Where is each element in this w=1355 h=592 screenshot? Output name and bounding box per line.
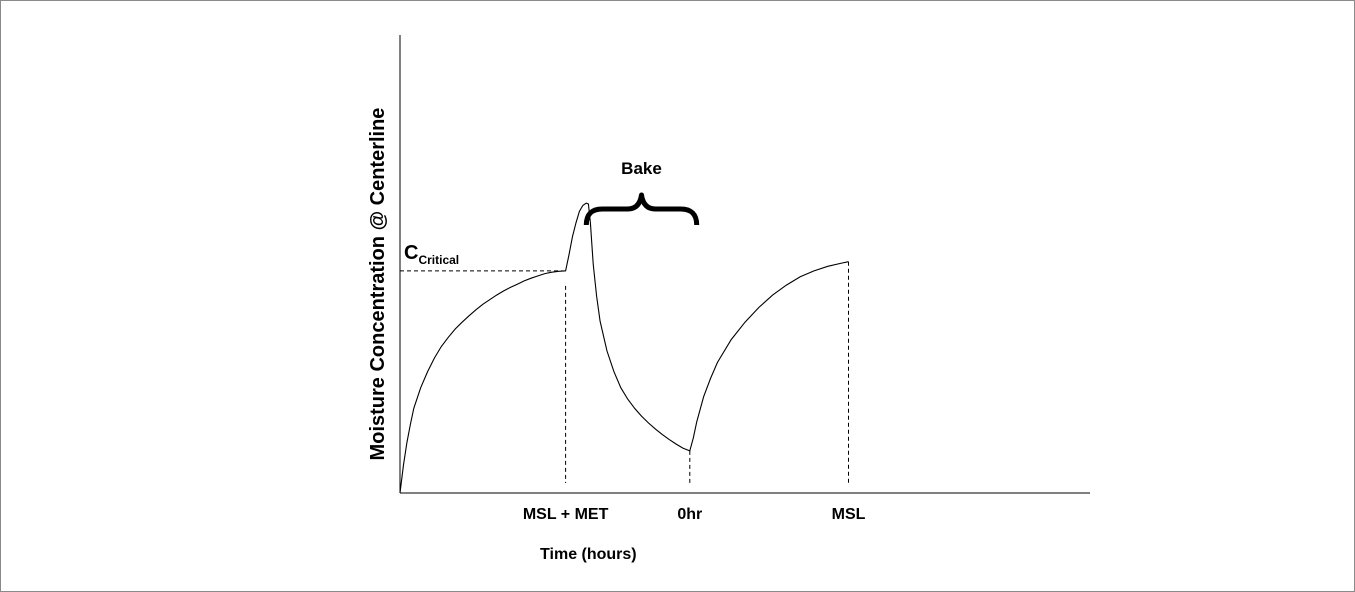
critical-label-subscript: Critical <box>418 253 459 267</box>
x-tick-labels: MSL + MET 0hr MSL <box>523 506 866 523</box>
critical-label: CCritical <box>404 242 459 267</box>
critical-label-main: C <box>404 242 418 264</box>
x-tick-label: MSL <box>832 506 866 523</box>
x-axis-label: Time (hours) <box>540 546 637 563</box>
bake-brace <box>583 192 700 226</box>
x-tick-label: MSL + MET <box>523 506 609 523</box>
bake-label: Bake <box>621 159 662 178</box>
drop-lines <box>565 261 849 483</box>
y-axis-label: Moisture Concentration @ Centerline <box>367 108 389 461</box>
x-tick-label: 0hr <box>677 506 702 523</box>
moisture-curve <box>399 202 849 494</box>
